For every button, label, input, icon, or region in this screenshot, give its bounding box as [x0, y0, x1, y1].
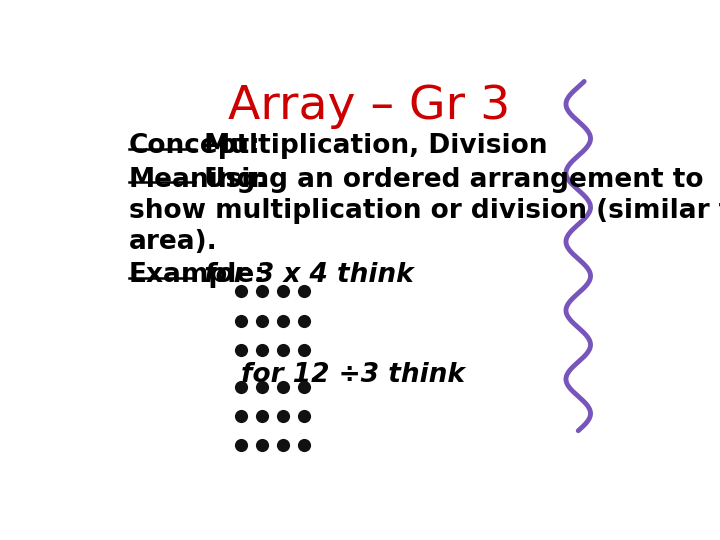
- Text: Multiplication, Division: Multiplication, Division: [195, 133, 548, 159]
- Text: for 12 ÷3 think: for 12 ÷3 think: [240, 362, 464, 388]
- Point: [299, 316, 310, 325]
- Point: [256, 383, 268, 391]
- Text: area).: area).: [129, 229, 218, 255]
- Text: Example:: Example:: [129, 262, 266, 288]
- Point: [299, 412, 310, 421]
- Point: [235, 412, 246, 421]
- Text: Concept:: Concept:: [129, 133, 261, 159]
- Point: [235, 383, 246, 391]
- Point: [235, 441, 246, 450]
- Point: [277, 383, 289, 391]
- Point: [277, 441, 289, 450]
- Point: [256, 316, 268, 325]
- Text: Using an ordered arrangement to: Using an ordered arrangement to: [195, 167, 703, 193]
- Point: [277, 412, 289, 421]
- Text: for 3 x 4 think: for 3 x 4 think: [195, 262, 414, 288]
- Point: [299, 345, 310, 354]
- Text: Array – Gr 3: Array – Gr 3: [228, 84, 510, 129]
- Text: Meaning:: Meaning:: [129, 167, 267, 193]
- Point: [235, 316, 246, 325]
- Point: [256, 441, 268, 450]
- Text: show multiplication or division (similar to: show multiplication or division (similar…: [129, 198, 720, 224]
- Point: [299, 287, 310, 296]
- Point: [299, 383, 310, 391]
- Point: [235, 287, 246, 296]
- Point: [256, 412, 268, 421]
- Point: [277, 316, 289, 325]
- Point: [299, 441, 310, 450]
- Point: [235, 345, 246, 354]
- Point: [277, 287, 289, 296]
- Point: [256, 345, 268, 354]
- Point: [256, 287, 268, 296]
- Point: [277, 345, 289, 354]
